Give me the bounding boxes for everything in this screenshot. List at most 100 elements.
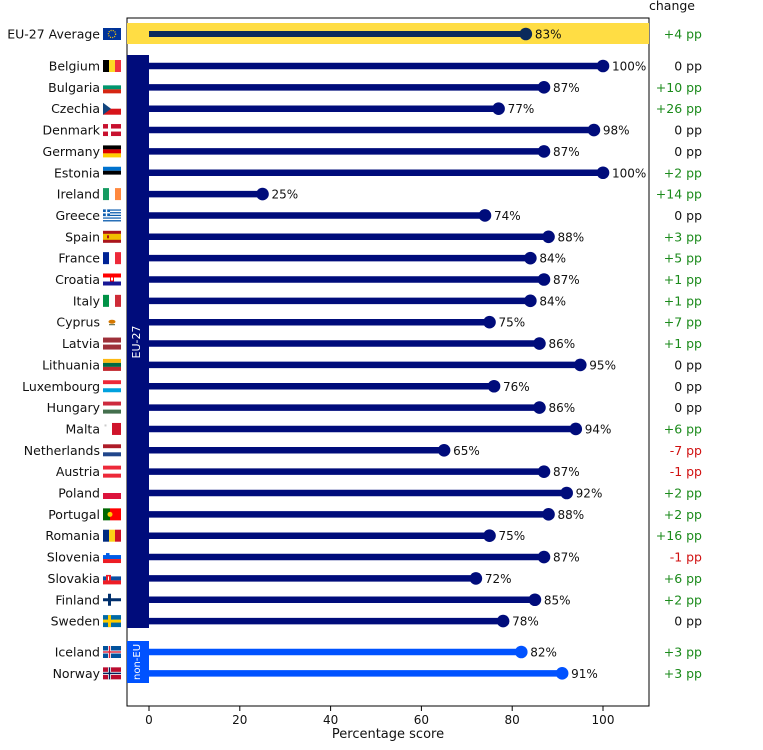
flag-icon — [103, 380, 121, 393]
x-tick-label: 20 — [232, 713, 247, 727]
x-axis-ticks: 0 20 40 60 80 100 — [145, 706, 614, 727]
country-label: Bulgaria — [48, 80, 100, 95]
country-label: EU-27 Average — [7, 27, 100, 42]
change-label: -1 pp — [670, 464, 702, 479]
country-label: Austria — [56, 464, 100, 479]
value-dot — [587, 123, 601, 137]
flag-icon — [103, 145, 121, 158]
value-label: 100% — [612, 166, 646, 180]
value-label: 65% — [453, 444, 480, 458]
flag-icon — [103, 422, 121, 435]
value-dot — [574, 358, 587, 372]
change-label: 0 pp — [674, 357, 702, 372]
flag-icon — [103, 667, 121, 680]
change-label: +3 pp — [664, 645, 702, 660]
value-label: 82% — [530, 646, 557, 660]
value-dot — [555, 667, 569, 680]
country-row: Hungary 86% 0 pp — [47, 400, 702, 415]
change-label: 0 pp — [674, 614, 702, 629]
flag-icon — [103, 508, 121, 521]
value-label: 98% — [603, 124, 630, 138]
country-label: Iceland — [55, 645, 100, 660]
value-label: 91% — [571, 667, 598, 681]
value-dot — [537, 550, 551, 564]
non-eu-group-label: non-EU — [132, 644, 143, 680]
country-row: Romania 75% +16 pp — [45, 528, 702, 543]
country-row: Croatia 87% +1 pp — [55, 272, 702, 287]
non-eu-group-bracket — [127, 641, 149, 683]
country-row: Czechia 77% +26 pp — [51, 101, 702, 116]
value-dot — [537, 81, 551, 94]
flag-icon — [103, 209, 121, 222]
country-label: Sweden — [51, 614, 100, 629]
flag-icon — [103, 444, 121, 457]
x-tick-label: 60 — [414, 713, 429, 727]
country-label: Spain — [65, 229, 100, 244]
country-label: Romania — [45, 528, 100, 543]
country-row: Ireland 25% +14 pp — [57, 187, 702, 202]
value-dot — [514, 645, 528, 659]
value-label: 86% — [548, 337, 575, 351]
change-label: +2 pp — [664, 507, 702, 522]
change-label: +10 pp — [656, 80, 702, 95]
change-label: +2 pp — [664, 486, 702, 501]
change-label: 0 pp — [674, 208, 702, 223]
value-label: 87% — [553, 465, 580, 479]
country-row: France 84% +5 pp — [58, 251, 702, 266]
country-label: Denmark — [43, 123, 101, 138]
value-dot — [492, 102, 505, 115]
country-row: Germany 87% 0 pp — [43, 144, 703, 159]
change-label: +3 pp — [664, 229, 702, 244]
change-header: change — [649, 0, 695, 13]
value-label: 87% — [553, 81, 580, 95]
country-label: Portugal — [48, 507, 100, 522]
country-row: Latvia 86% +1 pp — [62, 336, 702, 351]
value-label: 77% — [508, 102, 535, 116]
country-row: Iceland 82% +3 pp — [55, 645, 702, 660]
country-label: Italy — [73, 293, 101, 308]
country-label: Greece — [56, 208, 101, 223]
change-label: 0 pp — [674, 400, 702, 415]
value-label: 83% — [535, 28, 562, 42]
x-axis-label: Percentage score — [332, 727, 444, 742]
eu-group-bracket — [127, 55, 149, 628]
average-row: EU-27 Average 83% +4 pp — [7, 27, 702, 42]
flag-icon — [103, 28, 121, 40]
flag-icon — [103, 316, 121, 329]
country-row: Estonia 100% +2 pp — [54, 165, 702, 180]
country-label: Cyprus — [56, 315, 100, 330]
country-row: Sweden 78% 0 pp — [51, 614, 702, 629]
country-label: Ireland — [57, 187, 100, 202]
country-row: Denmark 98% 0 pp — [43, 123, 703, 138]
change-label: 0 pp — [674, 59, 702, 74]
country-row: Belgium 100% 0 pp — [49, 59, 702, 74]
change-label: 0 pp — [674, 123, 702, 138]
value-label: 95% — [589, 358, 616, 372]
chart-rows: EU-27 Average 83% +4 pp Belgium 100% 0 pp Bulg… — [7, 27, 702, 681]
flag-icon — [103, 166, 121, 179]
x-tick-label: 80 — [505, 713, 520, 727]
value-label: 88% — [558, 508, 585, 522]
x-tick-label: 100 — [592, 713, 615, 727]
flag-icon — [103, 252, 121, 265]
value-dot — [560, 486, 573, 500]
value-dot — [487, 379, 501, 393]
change-label: +2 pp — [664, 165, 702, 180]
value-dot — [519, 27, 533, 41]
value-label: 25% — [272, 188, 299, 202]
country-label: Norway — [53, 666, 101, 681]
flag-icon — [103, 615, 121, 628]
country-label: Slovakia — [48, 571, 100, 586]
change-label: +3 pp — [664, 666, 702, 681]
country-row: Slovakia 72% +6 pp — [48, 571, 703, 586]
value-dot — [537, 145, 551, 158]
value-dot — [478, 209, 492, 222]
value-label: 84% — [539, 294, 566, 308]
value-label: 75% — [499, 316, 526, 330]
country-row: Malta 94% +6 pp — [66, 421, 703, 436]
country-row: Lithuania 95% 0 pp — [42, 357, 702, 372]
flag-icon — [103, 646, 121, 658]
country-label: Germany — [43, 144, 101, 159]
flag-icon — [103, 529, 121, 542]
change-label: +2 pp — [664, 592, 702, 607]
